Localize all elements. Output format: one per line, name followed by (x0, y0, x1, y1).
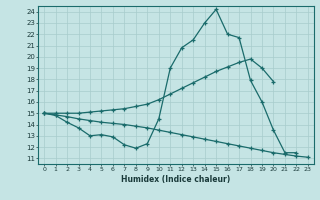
X-axis label: Humidex (Indice chaleur): Humidex (Indice chaleur) (121, 175, 231, 184)
